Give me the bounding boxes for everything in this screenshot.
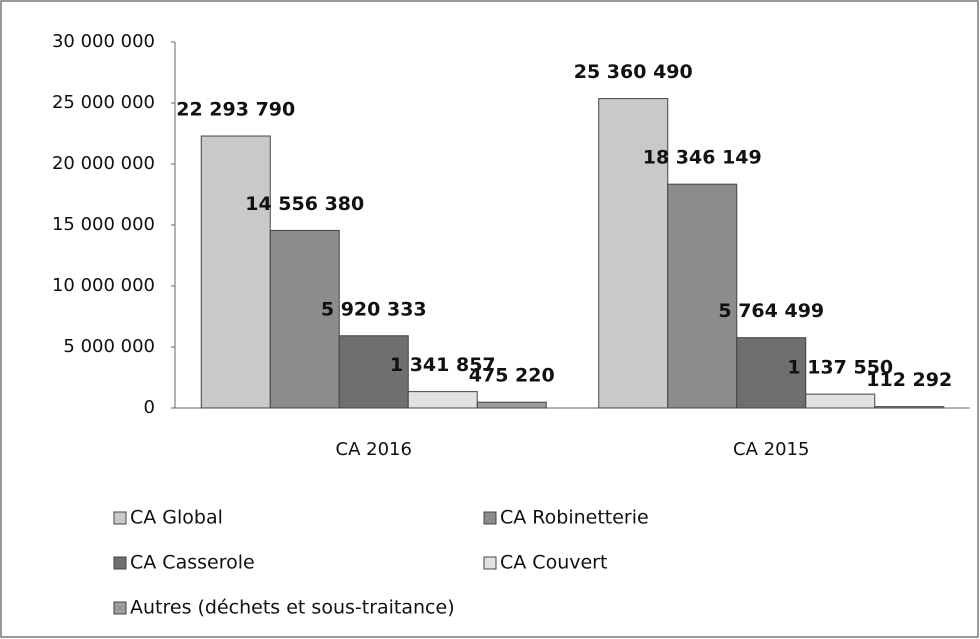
bar	[338, 335, 409, 409]
legend-label: CA Global	[130, 507, 223, 529]
bar	[476, 401, 547, 409]
bar	[667, 183, 738, 409]
legend-label: CA Couvert	[500, 552, 607, 574]
bar	[874, 406, 945, 409]
value-label: 5 764 499	[718, 300, 824, 322]
legend-swatch	[113, 511, 127, 525]
y-tick-label: 5 000 000	[63, 336, 155, 357]
value-label: 1 341 857	[390, 354, 496, 376]
y-tick-label: 15 000 000	[52, 214, 155, 235]
legend-label: CA Robinetterie	[500, 507, 649, 529]
bar	[736, 337, 807, 409]
value-label: 18 346 149	[643, 147, 762, 169]
y-tick-label: 25 000 000	[52, 92, 155, 113]
value-label: 1 137 550	[787, 357, 893, 379]
bar	[598, 98, 669, 409]
y-tick-label: 30 000 000	[52, 31, 155, 52]
y-tick-label: 0	[144, 397, 155, 418]
legend-swatch	[483, 511, 497, 525]
legend-swatch	[113, 556, 127, 570]
x-tick-label: CA 2016	[336, 439, 412, 460]
legend-swatch	[113, 601, 127, 615]
value-label: 475 220	[469, 365, 555, 387]
bar	[805, 393, 876, 409]
y-tick-label: 20 000 000	[52, 153, 155, 174]
value-label: 5 920 333	[321, 298, 427, 320]
legend-label: CA Casserole	[130, 552, 255, 574]
legend-swatch	[483, 556, 497, 570]
bar	[407, 391, 478, 409]
bar	[200, 135, 271, 409]
x-tick-label: CA 2015	[733, 439, 809, 460]
value-label: 22 293 790	[176, 99, 295, 121]
value-label: 112 292	[866, 369, 952, 391]
y-tick-label: 10 000 000	[52, 275, 155, 296]
legend-label: Autres (déchets et sous-traitance)	[130, 597, 455, 619]
value-label: 25 360 490	[574, 61, 693, 83]
value-label: 14 556 380	[245, 193, 364, 215]
bar	[269, 229, 340, 409]
